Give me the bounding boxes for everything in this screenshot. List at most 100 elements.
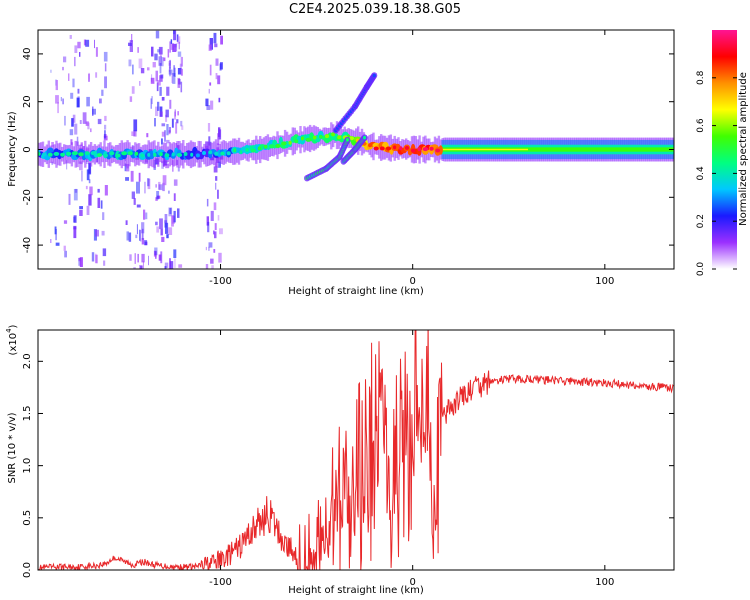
noise-speckle [72, 114, 76, 123]
noise-speckle [159, 63, 162, 74]
noise-speckle [159, 86, 162, 96]
noise-speckle [215, 182, 217, 190]
carrier-peak [190, 152, 194, 157]
noise-speckle [173, 249, 177, 258]
noise-speckle [219, 63, 222, 71]
noise-speckle [160, 74, 164, 79]
noise-speckle [213, 202, 217, 211]
noise-speckle [208, 136, 211, 146]
noise-speckle [206, 216, 209, 226]
noise-speckle [150, 77, 155, 84]
noise-speckle [215, 176, 218, 181]
noise-speckle [161, 131, 165, 137]
noise-speckle [165, 109, 169, 118]
carrier-peak [147, 152, 151, 157]
noise-speckle [158, 254, 162, 261]
spectrogram-y-tick-label: 0 [22, 146, 33, 152]
noise-speckle [155, 30, 160, 39]
noise-speckle [124, 163, 127, 172]
noise-speckle [177, 68, 182, 75]
noise-speckle [139, 81, 141, 86]
carrier-peak [399, 146, 403, 151]
noise-speckle [180, 81, 183, 93]
noise-speckle [210, 258, 214, 264]
noise-speckle [55, 229, 57, 241]
noise-speckle [169, 207, 172, 215]
noise-speckle [155, 106, 159, 117]
noise-speckle [73, 225, 77, 230]
noise-speckle [129, 40, 133, 52]
noise-speckle [51, 142, 54, 147]
carrier-peak [195, 153, 200, 158]
carrier-peak [288, 140, 292, 145]
noise-speckle [215, 73, 218, 80]
noise-speckle [154, 247, 158, 256]
noise-speckle [73, 189, 78, 201]
noise-speckle [79, 161, 83, 171]
spectrogram-y-tick-label: -40 [22, 237, 33, 253]
snr-y-tick-label: 1.5 [22, 406, 33, 422]
noise-speckle [211, 265, 214, 269]
carrier-blob [56, 149, 63, 160]
carrier-peak [312, 135, 317, 140]
spectrogram-y-tick-label: 20 [22, 95, 33, 108]
carrier-peak [404, 145, 410, 150]
chart-title: C2E4.2025.039.18.38.G05 [288, 2, 462, 17]
noise-speckle [177, 111, 179, 116]
carrier-peak [410, 148, 416, 153]
carrier-peak [38, 151, 41, 156]
carrier-right-band [441, 139, 674, 160]
upper-branch [332, 72, 378, 134]
colorbar: 0.0 0.2 0.4 0.6 0.8 Normalized spectral ampl… [696, 30, 749, 276]
carrier-peak [176, 153, 183, 157]
noise-speckle [206, 105, 211, 110]
noise-speckle [132, 64, 134, 75]
noise-speckle [169, 41, 171, 53]
noise-speckle [55, 80, 58, 91]
noise-speckle [217, 133, 220, 145]
noise-speckle [177, 36, 181, 44]
noise-speckle [151, 74, 153, 82]
noise-speckle [74, 56, 76, 67]
snr-y-tick-label: 0.0 [22, 562, 33, 578]
noise-speckle [70, 92, 74, 99]
noise-speckle [102, 212, 105, 220]
noise-speckle [137, 47, 139, 53]
noise-speckle [70, 139, 73, 145]
noise-speckle [135, 234, 138, 239]
carrier-peak [245, 147, 249, 152]
noise-speckle [146, 133, 149, 138]
noise-speckle [76, 97, 80, 108]
noise-speckle [205, 246, 207, 251]
carrier-peak [385, 146, 392, 151]
spectrogram-y-tick-label: -20 [22, 189, 33, 205]
noise-speckle [104, 115, 107, 121]
noise-speckle [172, 73, 176, 84]
noise-speckle [205, 98, 209, 107]
noise-speckle [161, 57, 164, 67]
noise-speckle [208, 44, 212, 51]
noise-speckle [155, 221, 158, 226]
carrier-peak [220, 151, 225, 156]
noise-speckle [164, 266, 167, 269]
lower-sideband [304, 136, 351, 182]
carrier-peak [153, 152, 157, 157]
noise-speckle [155, 184, 157, 188]
noise-speckle [144, 181, 146, 194]
noise-speckle [63, 245, 66, 251]
noise-speckle [95, 229, 99, 237]
noise-speckle [173, 67, 176, 77]
carrier-peak [319, 134, 323, 139]
carrier-peak [164, 153, 170, 158]
noise-speckle [88, 163, 92, 175]
noise-speckle [101, 230, 105, 236]
carrier-peak [214, 151, 219, 156]
noise-speckle [64, 115, 66, 126]
noise-speckle [50, 69, 52, 73]
noise-speckle [85, 121, 89, 126]
noise-speckle [90, 128, 92, 133]
noise-speckle [209, 82, 212, 86]
noise-speckle [214, 223, 217, 231]
noise-speckle [156, 191, 160, 200]
noise-speckle [130, 170, 134, 182]
